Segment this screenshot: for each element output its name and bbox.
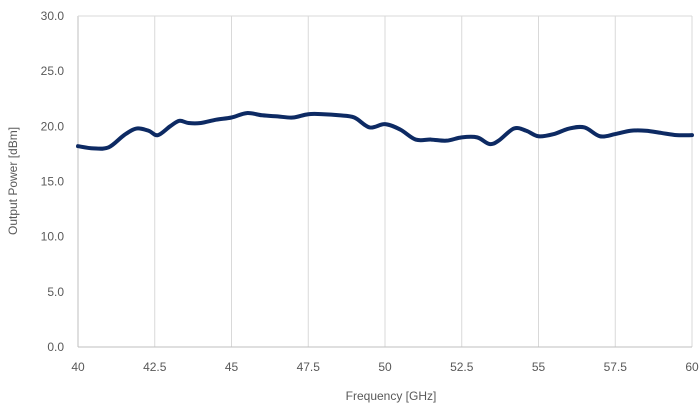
y-axis-label: Output Power [dBm] [6, 127, 20, 235]
x-tick-label: 47.5 [297, 360, 321, 374]
y-tick-label: 5.0 [47, 285, 64, 299]
y-tick-label: 0.0 [47, 340, 64, 354]
x-tick-label: 42.5 [143, 360, 167, 374]
y-tick-label: 15.0 [41, 175, 65, 189]
x-tick-label: 50 [378, 360, 392, 374]
series-line [76, 111, 694, 151]
series-lines [76, 111, 694, 151]
axes [77, 15, 692, 348]
y-tick-label: 25.0 [41, 64, 65, 78]
x-tick-label: 55 [532, 360, 546, 374]
x-tick-label: 60 [685, 360, 699, 374]
x-tick-label: 52.5 [450, 360, 474, 374]
vertical-gridlines [77, 16, 693, 347]
y-tick-label: 30.0 [41, 9, 65, 23]
y-tick-label: 20.0 [41, 119, 65, 133]
x-tick-label: 40 [71, 360, 85, 374]
x-tick-labels: 40 42.5 45 47.5 50 52.5 55 57.5 60 [71, 360, 699, 374]
y-tick-labels: 0.0 5.0 10.0 15.0 20.0 25.0 30.0 [41, 9, 65, 354]
x-tick-label: 45 [225, 360, 239, 374]
x-tick-label: 57.5 [604, 360, 628, 374]
y-tick-label: 10.0 [41, 230, 65, 244]
x-axis-label: Frequency [GHz] [346, 389, 437, 403]
